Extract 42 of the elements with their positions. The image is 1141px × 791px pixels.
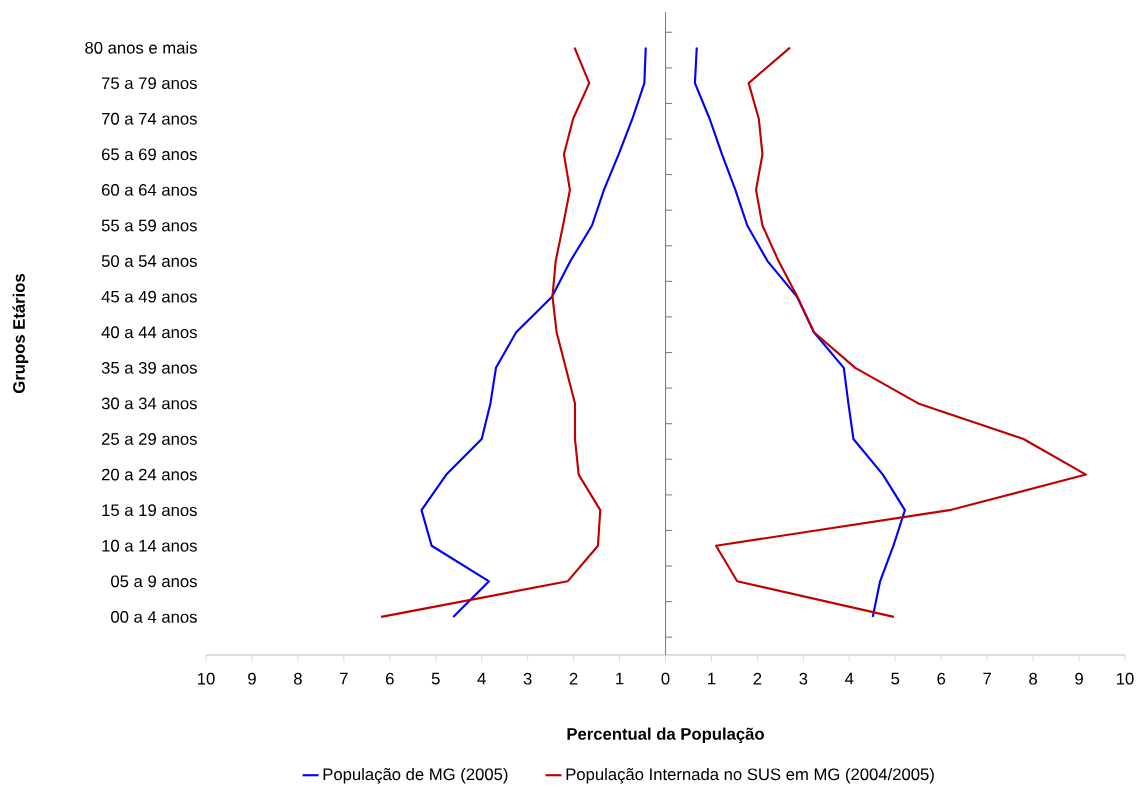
x-tick-label: 9	[248, 672, 256, 685]
y-tick-label: 75 a 79 anos	[102, 77, 197, 90]
y-tick-label: 50 a 54 anos	[101, 255, 197, 267]
y-tick-label: 10 a 14 anos	[102, 539, 197, 552]
x-tick-label: 6	[386, 672, 394, 685]
y-tick-label: 45 a 49 anos	[101, 290, 197, 303]
x-tick-label: 5	[891, 672, 900, 685]
x-tick-label: 5	[431, 672, 440, 685]
y-tick-label: 30 a 34 anos	[101, 397, 197, 410]
y-tick-label: 15 a 19 anos	[102, 504, 197, 517]
x-tick-label: 6	[937, 672, 946, 685]
x-tick-label: 1	[616, 672, 624, 685]
x-tick-label: 3	[523, 672, 532, 685]
x-tick-label: 3	[799, 672, 808, 685]
y-tick-label: 70 a 74 anos	[102, 112, 197, 125]
y-axis-title: Grupos Etários	[12, 273, 29, 393]
y-tick-label: 55 a 59 anos	[101, 219, 197, 232]
x-tick-label: 7	[983, 672, 991, 685]
x-tick-label: 10	[198, 672, 215, 685]
x-axis-title: Percentual da População	[567, 727, 764, 744]
x-tick-label: 0	[661, 672, 670, 685]
y-tick-label: 80 anos e mais	[85, 41, 197, 54]
x-tick-label: 7	[340, 672, 348, 685]
y-tick-label: 05 a 9 anos	[111, 575, 197, 588]
y-tick-label: 25 a 29 anos	[101, 433, 197, 445]
x-tick-label: 4	[477, 672, 486, 685]
y-tick-label: 60 a 64 anos	[101, 184, 197, 196]
x-tick-label: 2	[753, 672, 762, 685]
x-tick-label: 8	[294, 672, 302, 685]
x-tick-label: 10	[1117, 672, 1134, 685]
y-tick-label: 00 a 4 anos	[111, 611, 197, 623]
legend-label: População de MG (2005)	[323, 767, 508, 784]
y-tick-label: 20 a 24 anos	[101, 468, 197, 481]
y-tick-label: 40 a 44 anos	[101, 326, 197, 339]
x-tick-label: 8	[1029, 672, 1038, 685]
legend-label: População Internada no SUS em MG (2004/2005)	[566, 767, 934, 784]
x-tick-label: 2	[569, 672, 578, 685]
x-tick-label: 9	[1075, 672, 1083, 685]
y-tick-label: 65 a 69 anos	[101, 148, 197, 161]
x-tick-label: 1	[708, 672, 716, 685]
y-tick-label: 35 a 39 anos	[101, 361, 197, 374]
x-tick-label: 4	[845, 672, 854, 685]
